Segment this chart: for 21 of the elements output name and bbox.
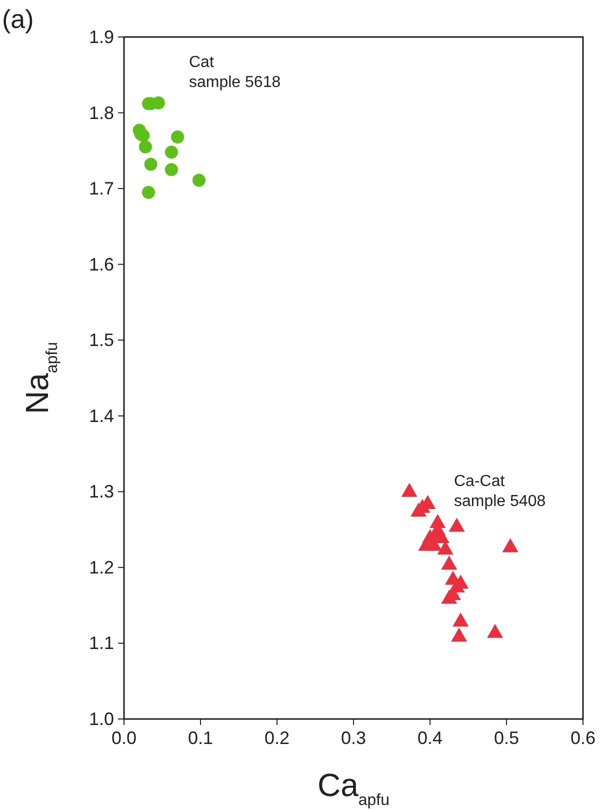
y-tick-label: 1.3 <box>88 482 114 502</box>
chart-title: (a) <box>2 4 34 34</box>
x-tick-label: 0.6 <box>570 728 596 748</box>
y-tick-label: 1.5 <box>88 330 114 350</box>
y-tick-label: 1.2 <box>88 557 114 578</box>
x-axis-title: Ca$_{apfu}$ <box>317 767 390 808</box>
x-tick-label: 0.0 <box>111 728 137 748</box>
x-tick-label: 0.2 <box>264 728 290 748</box>
x-tick-label: 0.5 <box>494 728 520 748</box>
annotation: Cat sample 5618 <box>189 54 281 91</box>
y-tick-label: 1.6 <box>88 254 114 274</box>
x-tick-label: 0.3 <box>340 728 366 748</box>
y-tick-label: 1.1 <box>88 633 114 654</box>
y-tick-label: 1.7 <box>88 178 114 199</box>
y-tick-label: 1.9 <box>88 27 114 47</box>
x-tick-label: 0.1 <box>188 728 214 748</box>
y-tick-label: 1.8 <box>88 102 114 123</box>
annotation: Ca-Cat sample 5408 <box>454 473 546 510</box>
x-tick-label: 0.4 <box>417 728 443 748</box>
y-tick-label: 1.4 <box>88 406 114 426</box>
y-tick-label: 1.0 <box>88 709 114 729</box>
